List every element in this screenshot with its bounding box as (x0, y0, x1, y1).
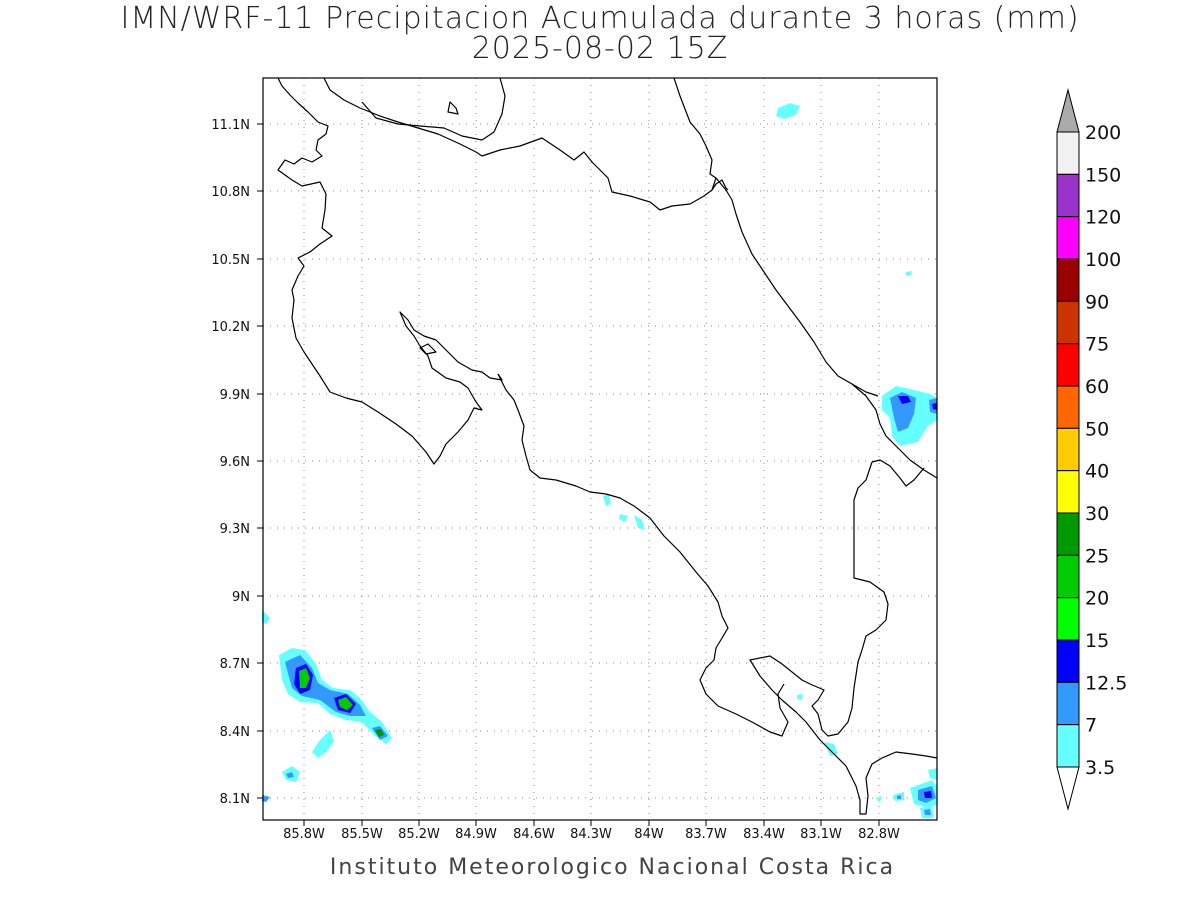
lon-tick-label: 85.5W (341, 827, 383, 842)
caribbean-coast (673, 77, 879, 397)
colorbar-under-triangle (1056, 766, 1080, 811)
precip-cluster-south (797, 694, 937, 818)
lat-tick-label: 10.2N (211, 320, 250, 335)
lon-tick-label: 85.8W (283, 827, 325, 842)
lat-tick-label: 8.7N (220, 657, 250, 672)
precip-cluster-offshore-nw (262, 610, 392, 802)
lon-tick-label: 82.8W (858, 827, 900, 842)
lake-nicaragua-island (447, 101, 459, 115)
lat-tick-label: 8.4N (220, 725, 250, 740)
colorbar-label: 25 (1085, 545, 1109, 567)
colorbar-label: 75 (1085, 334, 1109, 356)
lat-tick-label: 11.1N (211, 118, 250, 133)
colorbar-swatch (1056, 681, 1080, 726)
colorbar-label: 90 (1085, 291, 1109, 313)
lon-tick-label: 85.2W (398, 827, 440, 842)
footer-credit: Instituto Meteorologico Nacional Costa R… (329, 855, 896, 880)
colorbar-swatch (1056, 724, 1080, 768)
border-panama (749, 459, 938, 815)
colorbar-label: 50 (1085, 418, 1109, 440)
colorbar-label: 15 (1085, 630, 1109, 652)
colorbar-swatch (1056, 427, 1080, 472)
lon-tick-label: 83.1W (800, 827, 842, 842)
nicoya-gulf-island (419, 343, 437, 355)
colorbar-label: 60 (1085, 376, 1109, 398)
colorbar-swatch (1056, 300, 1080, 345)
lat-tick-label: 8.1N (220, 792, 250, 807)
colorbar-label: 120 (1085, 207, 1121, 229)
colorbar-swatch (1056, 343, 1080, 387)
colorbar-label: 7 (1085, 715, 1097, 737)
precip-cell-north (776, 103, 800, 119)
colorbar-swatch (1056, 258, 1080, 302)
colorbar-label: 30 (1085, 503, 1109, 525)
colorbar-over-triangle (1056, 88, 1080, 133)
lat-tick-label: 9.9N (220, 388, 250, 403)
colorbar-label: 40 (1085, 461, 1109, 483)
colorbar-swatch (1056, 639, 1080, 683)
lon-tick-label: 84.6W (513, 827, 555, 842)
colorbar-swatch (1056, 470, 1080, 514)
pacific-coast (497, 373, 789, 737)
colorbar-swatch (1056, 216, 1080, 260)
border-nicaragua (361, 77, 506, 141)
lon-tick-label: 83.4W (743, 827, 785, 842)
map-frame (262, 77, 938, 821)
colorbar-label: 200 (1085, 122, 1121, 144)
chart-subtitle-datetime: 2025-08-02 15Z (471, 31, 729, 66)
latitude-labels: 11.1N 10.8N 10.5N 10.2N 9.9N 9.6N 9.3N 9… (211, 118, 250, 807)
lon-tick-label: 83.7W (685, 827, 727, 842)
nicaragua-coast-north (277, 77, 503, 465)
chart-title: IMN/WRF-11 Precipitacion Acumulada duran… (120, 1, 1080, 36)
coastlines-borders (277, 77, 938, 815)
lat-tick-label: 10.8N (211, 185, 250, 200)
lat-tick-label: 10.5N (211, 253, 250, 268)
precip-cluster-pacific-central (603, 494, 645, 530)
colorbar-label: 150 (1085, 164, 1121, 186)
precipitation-areas (262, 103, 937, 818)
colorbar-label: 3.5 (1085, 757, 1115, 779)
precip-cluster-caribbean (882, 271, 937, 446)
border-north (481, 137, 729, 211)
colorbar-swatch (1056, 597, 1080, 641)
lat-tick-label: 9.3N (220, 522, 250, 537)
lon-tick-label: 84.9W (455, 827, 497, 842)
lat-tick-label: 9N (232, 590, 250, 605)
colorbar-swatch (1056, 131, 1080, 175)
colorbar-swatch (1056, 385, 1080, 429)
colorbar-label: 12.5 (1085, 672, 1127, 694)
panama-border-north (851, 383, 938, 479)
lon-tick-label: 84W (634, 827, 664, 842)
map-gridlines (257, 78, 937, 826)
colorbar-label: 20 (1085, 588, 1109, 610)
lat-tick-label: 9.6N (220, 455, 250, 470)
lon-tick-label: 84.3W (570, 827, 612, 842)
longitude-labels: 85.8W 85.5W 85.2W 84.9W 84.6W 84.3W 84W … (283, 827, 900, 842)
lake-nicaragua-shore (323, 77, 483, 157)
colorbar-swatch (1056, 512, 1080, 556)
colorbar-label: 100 (1085, 249, 1121, 271)
colorbar-legend: 200 150 120 100 90 75 60 50 40 30 25 20 15 12.5 7 3.5 (1056, 88, 1127, 811)
colorbar-swatch (1056, 554, 1080, 599)
colorbar-swatch (1056, 173, 1080, 218)
